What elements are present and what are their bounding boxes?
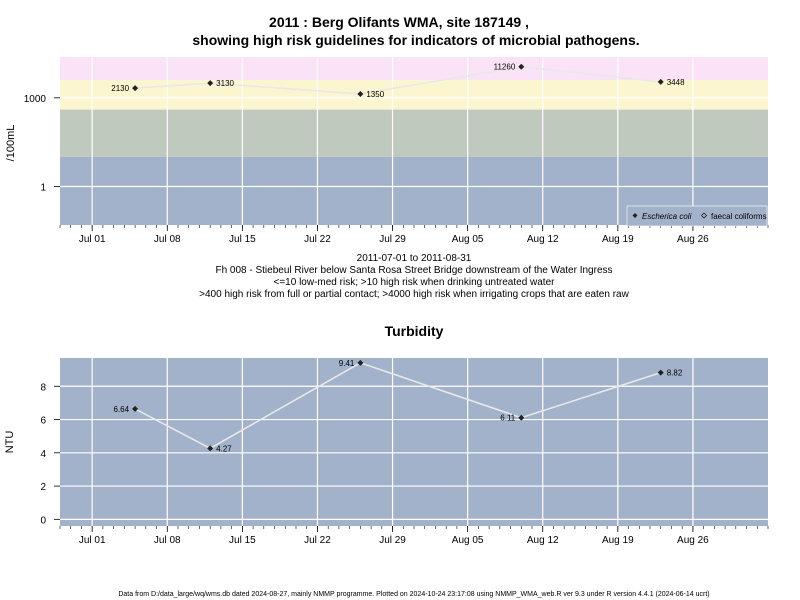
data-point bbox=[518, 63, 525, 70]
data-label: 9.41 bbox=[339, 359, 355, 368]
chart-title-line2: showing high risk guidelines for indicat… bbox=[192, 32, 639, 48]
legend-ecoli-label: Escherica coli bbox=[642, 212, 692, 221]
data-label: 6.64 bbox=[114, 405, 130, 414]
x-tick-label: Jul 08 bbox=[154, 535, 181, 546]
x-tick-label: Jul 15 bbox=[229, 234, 256, 245]
x-tick-label: Aug 19 bbox=[602, 234, 634, 245]
data-point bbox=[657, 78, 664, 85]
x-tick-label: Aug 12 bbox=[527, 234, 559, 245]
x-tick-label: Aug 26 bbox=[677, 535, 709, 546]
risk-band-1 bbox=[60, 109, 768, 157]
chart-title-line1: 2011 : Berg Olifants WMA, site 187149 , bbox=[269, 14, 529, 30]
bottom-panel-point-labels: 6.64 4.27 9.41 6.11 8.82 bbox=[114, 359, 683, 453]
subtitle-guideline-2: >400 high risk from full or partial cont… bbox=[199, 289, 629, 300]
data-label: 8.82 bbox=[667, 369, 683, 378]
risk-band-3 bbox=[60, 57, 768, 81]
top-panel-point-labels: 2130 3130 1350 11260 3448 bbox=[111, 63, 685, 99]
data-label: 4.27 bbox=[216, 444, 232, 453]
y-tick-label: 0 bbox=[40, 515, 46, 526]
data-label: 1350 bbox=[366, 90, 384, 99]
y-tick-label: 1 bbox=[40, 183, 46, 194]
data-label: 11260 bbox=[494, 63, 516, 72]
legend-faecal-label: faecal coliforms bbox=[711, 212, 767, 221]
x-tick-label: Jul 22 bbox=[304, 234, 331, 245]
x-tick-label: Aug 19 bbox=[602, 535, 634, 546]
footer-note: Data from D:/data_large/wq/wms.db dated … bbox=[118, 591, 709, 598]
bottom-panel-points bbox=[132, 359, 664, 452]
x-tick-label: Jul 01 bbox=[79, 234, 106, 245]
data-point bbox=[132, 405, 139, 412]
y-tick-label: 6 bbox=[40, 416, 46, 427]
top-panel-y-axis: 1 1000 bbox=[24, 94, 60, 194]
bottom-panel-y-axis-label: NTU bbox=[4, 431, 16, 454]
data-point bbox=[357, 359, 364, 366]
y-tick-label: 4 bbox=[40, 449, 46, 460]
data-point bbox=[657, 369, 664, 376]
legend-box bbox=[626, 205, 768, 227]
y-tick-label: 2 bbox=[40, 482, 46, 493]
subtitle-site: Fh 008 - Stiebeul River below Santa Rosa… bbox=[215, 265, 612, 276]
x-tick-label: Jul 29 bbox=[379, 535, 406, 546]
turbidity-title: Turbidity bbox=[385, 323, 444, 339]
top-panel-y-axis-label: /100mL bbox=[5, 125, 17, 162]
data-point bbox=[132, 85, 139, 92]
x-tick-label: Jul 22 bbox=[304, 535, 331, 546]
data-point bbox=[518, 414, 525, 421]
x-tick-label: Jul 08 bbox=[154, 234, 181, 245]
x-tick-label: Aug 05 bbox=[452, 535, 484, 546]
subtitle-guideline-1: <=10 low-med risk; >10 high risk when dr… bbox=[274, 277, 556, 288]
data-label: 3448 bbox=[667, 78, 685, 87]
data-point bbox=[357, 90, 364, 97]
bottom-panel-y-axis: 0 2 4 6 8 bbox=[40, 382, 60, 526]
x-tick-label: Jul 01 bbox=[79, 535, 106, 546]
y-tick-label: 8 bbox=[40, 382, 46, 393]
y-tick-label: 1000 bbox=[24, 94, 47, 105]
subtitle-date-range: 2011-07-01 to 2011-08-31 bbox=[357, 253, 472, 264]
top-panel-risk-bands bbox=[60, 57, 768, 225]
data-point bbox=[207, 80, 214, 87]
bottom-panel-x-axis: Jul 01 Jul 08 Jul 15 Jul 22 Jul 29 Aug 05 Aug … bbox=[59, 526, 769, 546]
legend-faecal-marker bbox=[700, 212, 708, 219]
bottom-panel-background bbox=[60, 358, 768, 526]
x-tick-label: Jul 29 bbox=[379, 234, 406, 245]
plot-background bbox=[60, 358, 768, 526]
data-label: 2130 bbox=[111, 84, 129, 93]
data-label: 6.11 bbox=[500, 414, 516, 423]
x-tick-label: Aug 26 bbox=[677, 234, 709, 245]
x-tick-label: Jul 15 bbox=[229, 535, 256, 546]
data-label: 3130 bbox=[216, 79, 234, 88]
top-panel-x-axis: Jul 01 Jul 08 Jul 15 Jul 22 Jul 29 Aug 05 Aug … bbox=[59, 225, 769, 245]
x-tick-label: Aug 12 bbox=[527, 535, 559, 546]
legend-ecoli-marker bbox=[632, 213, 638, 218]
data-point bbox=[207, 445, 214, 452]
top-panel-points bbox=[132, 63, 664, 97]
legend: Escherica coli faecal coliforms bbox=[626, 205, 768, 227]
x-tick-label: Aug 05 bbox=[452, 234, 484, 245]
